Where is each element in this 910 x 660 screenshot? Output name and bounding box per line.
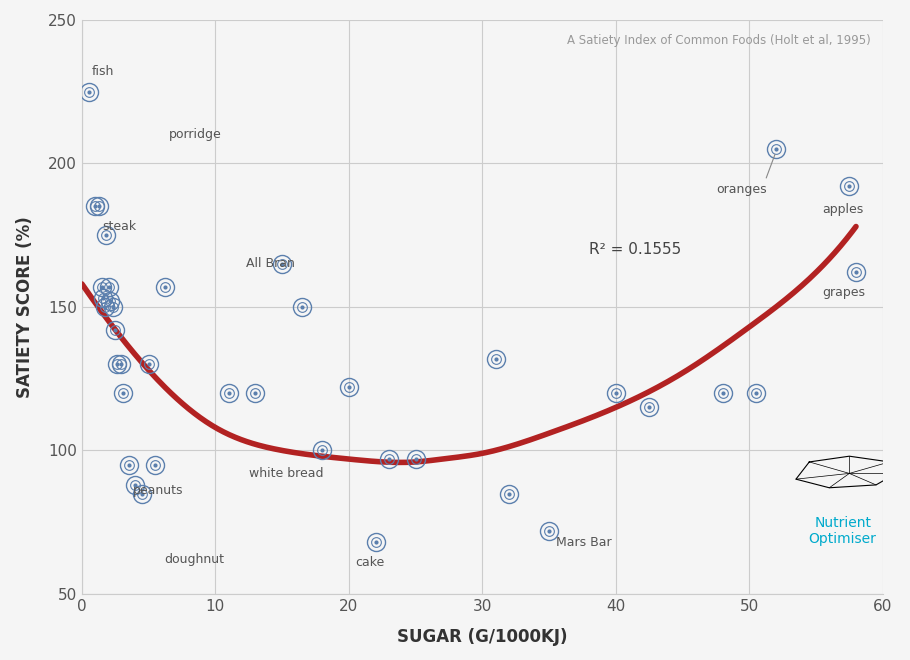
Text: A Satiety Index of Common Foods (Holt et al, 1995): A Satiety Index of Common Foods (Holt et… [567,34,871,47]
Text: All Bran: All Bran [246,257,295,271]
Text: apples: apples [823,203,864,216]
X-axis label: SUGAR (G/1000KJ): SUGAR (G/1000KJ) [397,628,568,645]
Text: grapes: grapes [823,286,865,299]
Text: doughnut: doughnut [165,553,225,566]
Text: peanuts: peanuts [133,484,183,497]
Text: porridge: porridge [168,128,221,141]
Y-axis label: SATIETY SCORE (%): SATIETY SCORE (%) [16,216,35,398]
Text: fish: fish [91,65,114,78]
Text: cake: cake [356,556,385,569]
Text: white bread: white bread [248,467,323,480]
Text: steak: steak [102,220,136,233]
Text: Nutrient
Optimiser: Nutrient Optimiser [809,515,876,546]
Text: oranges: oranges [716,183,766,195]
Text: Mars Bar: Mars Bar [556,536,612,549]
Text: R² = 0.1555: R² = 0.1555 [589,242,682,257]
